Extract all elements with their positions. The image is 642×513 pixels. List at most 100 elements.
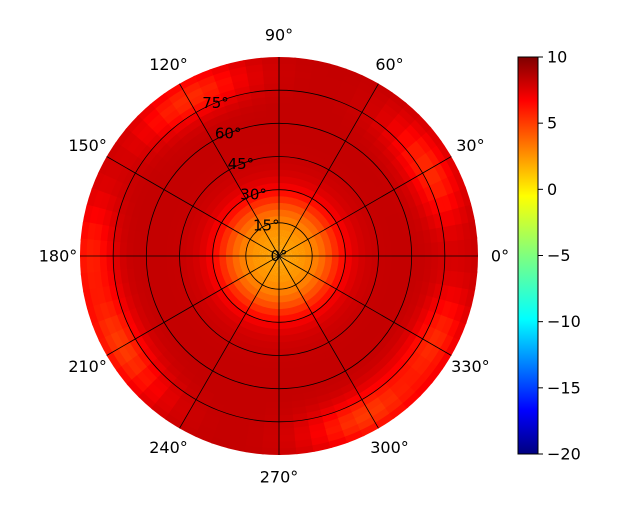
heat-cell [238,229,247,237]
heat-cell [140,128,158,147]
heat-cell [353,275,364,286]
heat-cell [451,205,463,225]
heat-cell [95,287,107,307]
heat-cell [409,230,419,245]
heat-cell [381,225,391,238]
heat-cell [430,254,439,270]
heat-cell [363,262,373,273]
heat-cell [403,206,415,222]
heat-cell [325,423,345,436]
heat-cell [368,118,386,135]
heat-cell [362,270,372,281]
heat-cell [347,98,366,113]
heat-cell [279,250,285,256]
heat-cell [122,326,137,345]
angle-tick-label: 240° [149,438,188,457]
heat-cell [457,254,466,273]
heat-cell [205,256,213,264]
heat-cell [279,394,294,403]
heat-cell [279,248,281,256]
heat-cell [142,347,159,365]
heat-cell [274,262,278,270]
heat-cell [199,242,208,251]
heat-cell [323,263,332,270]
heat-cell [262,278,269,287]
heat-cell [279,335,288,343]
radial-tick-label: 45° [228,155,255,173]
heat-cell [279,381,292,390]
heat-cell [403,330,419,348]
heat-cell [152,266,162,280]
colorbar-ticks: 10 5 0 −5 −10 −15 −20 [538,48,581,464]
heat-cell [285,223,291,232]
heat-cell [159,245,167,258]
heat-cell [127,172,142,191]
heat-cell [399,127,417,146]
heat-cell [304,246,313,252]
heat-cell [272,189,279,197]
heat-cell [311,120,327,132]
heat-cell [268,267,274,275]
heat-cell [377,386,396,404]
heat-cell [245,260,254,266]
heat-cell [279,414,296,423]
heat-cell [197,111,215,125]
heat-cell [268,260,275,266]
heat-cell [298,131,312,141]
heat-cell [156,373,174,390]
heat-cell [445,335,461,356]
heat-cell [251,207,260,217]
heat-cell [277,82,295,91]
heat-cell [430,240,439,256]
heat-cell [416,292,428,309]
heat-cell [343,266,352,276]
heat-cell [375,272,385,284]
heat-cell [139,243,147,258]
heat-cell [290,278,297,287]
heat-cell [255,129,269,139]
heat-cell [318,94,336,107]
heat-cell [338,255,346,262]
heat-cell [279,269,281,277]
heat-cell [450,254,459,272]
heat-cell [245,250,253,254]
angular-gridline [106,255,280,356]
heat-cell [385,334,400,351]
heat-cell [97,156,113,177]
heat-cell [122,152,138,172]
heat-cell [181,202,193,215]
heat-cell [256,312,265,321]
heat-cell [464,202,476,223]
heat-cell [280,235,283,243]
heat-cell [106,270,116,288]
heat-cell [214,233,223,242]
heat-cell [322,369,337,382]
heat-cell [360,421,381,437]
heat-cell [325,255,333,261]
heat-cell [119,131,137,152]
heat-cell [164,413,185,430]
heat-cell [270,236,275,245]
heat-cell [453,302,466,322]
heat-cell [273,256,279,262]
heat-cell [441,315,455,335]
heat-cell [278,189,285,197]
heat-cell [396,265,406,278]
heat-cell [153,299,166,314]
heat-cell [137,392,157,411]
heat-cell [290,176,300,186]
heat-cell [281,268,285,277]
heat-cell [274,302,280,310]
heat-cell [448,222,459,241]
heat-cell [290,386,305,396]
heat-cell [325,69,345,82]
heat-cell [250,225,258,233]
heat-cell [269,355,281,363]
heat-cell [390,137,407,154]
heat-cell [461,220,472,240]
heat-cell [282,209,288,217]
heat-cell [288,232,295,240]
heat-cell [290,96,307,106]
heat-cell [267,314,275,323]
heat-cell [341,272,351,282]
